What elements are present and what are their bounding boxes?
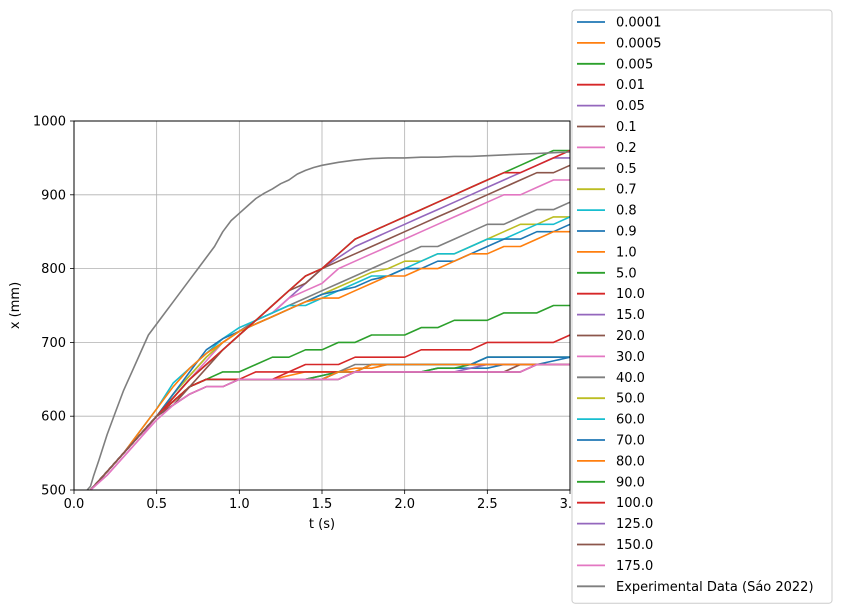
series-line-3 (89, 363, 570, 491)
legend-entry-9: 0.8 (616, 204, 637, 219)
legend-entry-2: 0.005 (616, 57, 653, 72)
y-axis-label: x (mm) (8, 282, 23, 329)
series-line-14 (89, 157, 570, 491)
legend-entry-17: 40.0 (616, 371, 645, 386)
series-line-9 (89, 356, 570, 491)
legend-entry-19: 60.0 (616, 413, 645, 428)
y-tick-label-3: 800 (41, 262, 66, 277)
y-tick-label-5: 1000 (33, 115, 66, 130)
y-axis-ticks: 500 600 700 800 900 1000 (33, 115, 74, 499)
legend-entry-18: 50.0 (616, 392, 645, 407)
series-line-6 (89, 363, 570, 491)
x-tick-label-0: 0.0 (64, 497, 85, 512)
legend-entry-22: 90.0 (616, 475, 645, 490)
legend-entry-26: 175.0 (616, 559, 653, 574)
y-tick-label-4: 900 (41, 188, 66, 203)
y-tick-label-1: 600 (41, 410, 66, 425)
series-line-8 (89, 356, 570, 491)
legend-entry-11: 1.0 (616, 245, 637, 260)
series-line-21 (89, 230, 570, 491)
legend-entry-7: 0.5 (616, 162, 637, 177)
x-tick-label-3: 1.5 (312, 497, 333, 512)
series-line-13 (89, 334, 571, 491)
x-tick-label-2: 1.0 (229, 497, 250, 512)
legend-entry-27: Experimental Data (Sáo 2022) (616, 580, 814, 595)
x-tick-label-5: 2.5 (477, 497, 498, 512)
legend-box (571, 9, 833, 604)
series-line-27 (86, 151, 571, 491)
legend-entry-21: 80.0 (616, 454, 645, 469)
legend-entry-4: 0.05 (616, 99, 645, 114)
series-line-15 (89, 164, 571, 491)
legend-entry-25: 150.0 (616, 538, 653, 553)
series-line-26 (89, 363, 570, 491)
legend-entry-0: 0.0001 (616, 16, 662, 31)
legend-entry-23: 100.0 (616, 496, 653, 511)
legend-entry-12: 5.0 (616, 266, 637, 281)
legend: 0.0001 0.0005 0.005 0.01 0.05 0.1 0.2 0.5 0.7 0.8… (571, 9, 833, 604)
series-line-4 (89, 363, 570, 491)
series-line-19 (89, 216, 571, 491)
series-line-22 (89, 149, 570, 491)
series-line-7 (89, 356, 570, 491)
legend-entry-1: 0.0005 (616, 36, 662, 51)
series-line-24 (89, 363, 570, 491)
series-line-18 (89, 216, 570, 491)
series-lines (86, 149, 571, 491)
legend-entry-3: 0.01 (616, 78, 645, 93)
legend-entry-5: 0.1 (616, 120, 637, 135)
legend-entry-6: 0.2 (616, 141, 637, 156)
series-line-25 (89, 363, 570, 491)
x-tick-label-1: 0.5 (146, 497, 167, 512)
series-line-0 (89, 356, 571, 491)
series-line-16 (89, 179, 570, 491)
x-axis-ticks: 0.0 0.5 1.0 1.5 2.0 2.5 3.0 (64, 490, 580, 512)
legend-entry-10: 0.9 (616, 225, 637, 240)
series-line-12 (89, 304, 570, 491)
series-line-20 (89, 223, 571, 491)
series-line-2 (89, 363, 570, 491)
y-tick-label-0: 500 (41, 484, 66, 499)
series-line-11 (89, 363, 570, 491)
series-line-23 (89, 149, 571, 491)
legend-entry-13: 10.0 (616, 287, 645, 302)
x-tick-label-4: 2.0 (394, 497, 415, 512)
legend-entry-15: 20.0 (616, 329, 645, 344)
legend-entry-20: 70.0 (616, 434, 645, 449)
legend-entry-24: 125.0 (616, 517, 653, 532)
legend-entry-8: 0.7 (616, 183, 637, 198)
series-line-1 (89, 363, 570, 491)
legend-entry-14: 15.0 (616, 308, 645, 323)
series-line-10 (89, 356, 570, 491)
legend-entry-16: 30.0 (616, 350, 645, 365)
series-line-5 (89, 363, 570, 491)
x-axis-label: t (s) (309, 517, 335, 532)
y-tick-label-2: 700 (41, 336, 66, 351)
